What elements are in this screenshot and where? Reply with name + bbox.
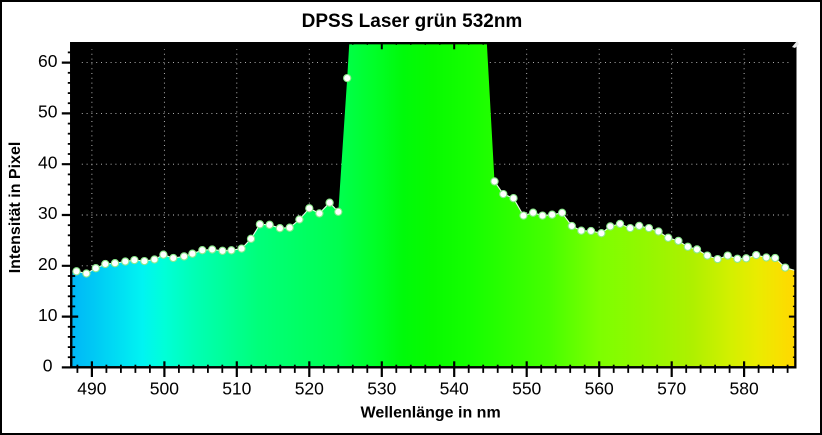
svg-text:550: 550 <box>512 379 541 399</box>
svg-text:560: 560 <box>585 379 614 399</box>
svg-text:520: 520 <box>295 379 324 399</box>
svg-text:60: 60 <box>38 51 58 71</box>
svg-text:580: 580 <box>729 379 758 399</box>
svg-text:0: 0 <box>43 356 53 376</box>
svg-text:540: 540 <box>440 379 469 399</box>
svg-text:Wellenlänge in nm: Wellenlänge in nm <box>361 404 501 421</box>
svg-text:DPSS Laser grün 532nm: DPSS Laser grün 532nm <box>302 11 523 32</box>
svg-text:20: 20 <box>38 254 58 274</box>
svg-text:Intensität in Pixel: Intensität in Pixel <box>7 142 24 274</box>
svg-text:500: 500 <box>150 379 179 399</box>
svg-text:530: 530 <box>367 379 396 399</box>
svg-text:10: 10 <box>38 305 58 325</box>
svg-text:50: 50 <box>38 102 58 122</box>
svg-text:30: 30 <box>38 203 58 223</box>
svg-text:510: 510 <box>222 379 251 399</box>
svg-text:570: 570 <box>657 379 686 399</box>
svg-text:490: 490 <box>77 379 106 399</box>
svg-text:40: 40 <box>38 152 58 172</box>
